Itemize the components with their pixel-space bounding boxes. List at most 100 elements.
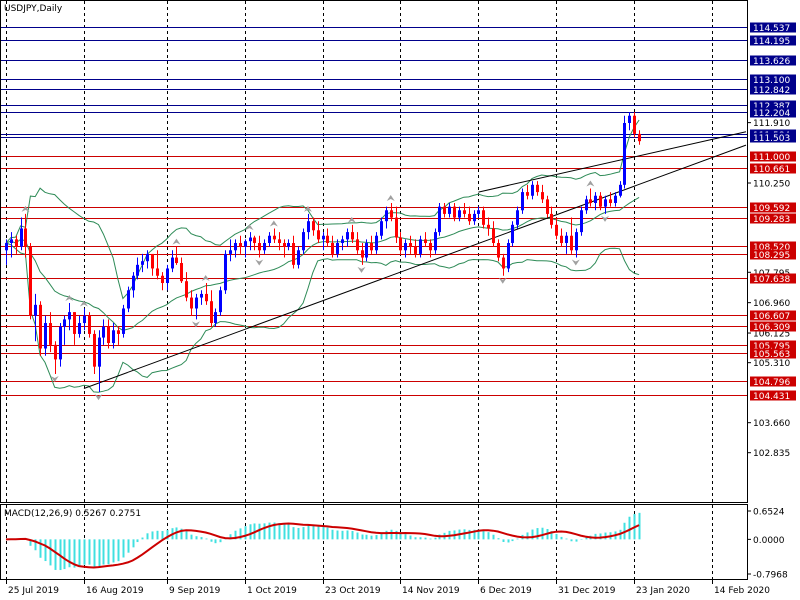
candle-body <box>258 243 261 251</box>
candle-body <box>195 297 198 309</box>
band-middle <box>5 196 640 331</box>
candle-body <box>463 210 466 214</box>
red-level-label-bg <box>750 213 796 224</box>
candle-body <box>419 239 422 254</box>
candle-body <box>54 344 57 360</box>
red-level-label-bg <box>750 376 796 387</box>
candle-body <box>594 195 597 204</box>
candle-body <box>161 275 164 284</box>
main-window-border <box>0 0 748 503</box>
candle-body <box>599 195 602 207</box>
fractal-down-marker <box>94 394 103 401</box>
red-level-label-bg <box>750 390 796 401</box>
candle-body <box>414 246 417 254</box>
candle-body <box>98 337 101 367</box>
candle-body <box>297 250 300 265</box>
fractal-down-marker <box>601 215 610 222</box>
candle-body <box>507 243 510 269</box>
red-level-label: 111.000 <box>753 153 790 163</box>
candle-body <box>633 115 636 134</box>
fractal-down-marker <box>498 277 507 284</box>
candle-body <box>365 243 368 258</box>
blue-level-label-bg <box>750 74 796 85</box>
candle-body <box>273 235 276 240</box>
candle-body <box>68 312 71 320</box>
candle-body <box>44 323 47 349</box>
fractal-up-marker <box>347 216 356 223</box>
candle-body <box>190 297 193 309</box>
blue-level-label: 114.537 <box>753 24 790 34</box>
symbol-title: USDJPY,Daily <box>4 4 63 14</box>
fractal-up-marker <box>269 220 278 227</box>
candle-body <box>453 206 456 218</box>
candle-body <box>263 243 266 251</box>
candle-body <box>24 228 27 247</box>
date-tick-label: 31 Dec 2019 <box>558 586 616 596</box>
red-level-label-bg <box>750 273 796 284</box>
candle-body <box>219 290 222 313</box>
candle-body <box>249 237 252 242</box>
date-tick-label: 1 Oct 2019 <box>247 586 297 596</box>
candle-body <box>5 243 8 251</box>
macd-tick-label: 0.0000 <box>753 536 785 546</box>
candle-body <box>331 243 334 254</box>
trendline <box>83 144 747 389</box>
candle-body <box>292 243 295 265</box>
candle-body <box>336 243 339 254</box>
candle-body <box>404 243 407 251</box>
candle-body <box>322 235 325 240</box>
date-tick-label: 23 Oct 2019 <box>325 586 381 596</box>
red-level-label: 104.796 <box>753 378 790 388</box>
candle-body <box>185 281 188 298</box>
price-tick-label: 106.125 <box>753 330 790 340</box>
candle-body <box>83 315 86 324</box>
date-tick-label: 14 Feb 2020 <box>714 586 770 596</box>
fractal-up-marker <box>586 180 595 187</box>
candle-body <box>20 228 23 247</box>
trendlines[interactable] <box>83 131 747 389</box>
fractal-up-marker <box>79 300 88 307</box>
red-level-label-bg <box>750 321 796 332</box>
candle-body <box>531 184 534 196</box>
red-level-label: 106.607 <box>753 312 790 322</box>
candle-body <box>253 237 256 244</box>
price-tick-label: 105.310 <box>753 359 790 369</box>
candle-body <box>623 122 626 185</box>
red-level-label: 106.309 <box>753 323 790 333</box>
macd-window-border <box>0 504 748 580</box>
candle-body <box>312 221 315 231</box>
candle-body <box>458 210 461 218</box>
red-level-label: 109.283 <box>753 215 790 225</box>
candle-body <box>73 312 76 334</box>
candle-body <box>244 241 247 247</box>
candle-body <box>370 243 373 251</box>
horizontal-levels[interactable] <box>1 27 747 396</box>
blue-level-label: 112.387 <box>753 102 790 112</box>
candle-body <box>88 315 91 334</box>
candle-body <box>614 195 617 204</box>
candle-body <box>39 304 42 349</box>
fractal-up-marker <box>65 295 74 302</box>
candle-body <box>511 224 514 244</box>
candle-body <box>570 235 573 251</box>
candle-body <box>146 253 149 262</box>
candle-body <box>468 213 471 222</box>
red-level-label: 109.592 <box>753 204 790 214</box>
candle-body <box>307 221 310 233</box>
candle-body <box>502 257 505 269</box>
date-tick-label: 14 Nov 2019 <box>402 586 460 596</box>
blue-level-label-bg <box>750 55 796 66</box>
macd-tick-label: -0.7968 <box>753 571 788 581</box>
macd-title: MACD(12,26,9) 0.5267 0.2751 <box>4 509 141 519</box>
candle-body <box>521 192 524 211</box>
candle-body <box>224 253 227 291</box>
candle-body <box>49 323 52 345</box>
candle-body <box>409 243 412 247</box>
candle-body <box>399 237 402 251</box>
candle-body <box>526 192 529 196</box>
blue-level-label: 111.503 <box>753 134 790 144</box>
candle-body <box>214 312 217 324</box>
red-level-label: 105.795 <box>753 342 790 352</box>
candle-body <box>302 232 305 251</box>
